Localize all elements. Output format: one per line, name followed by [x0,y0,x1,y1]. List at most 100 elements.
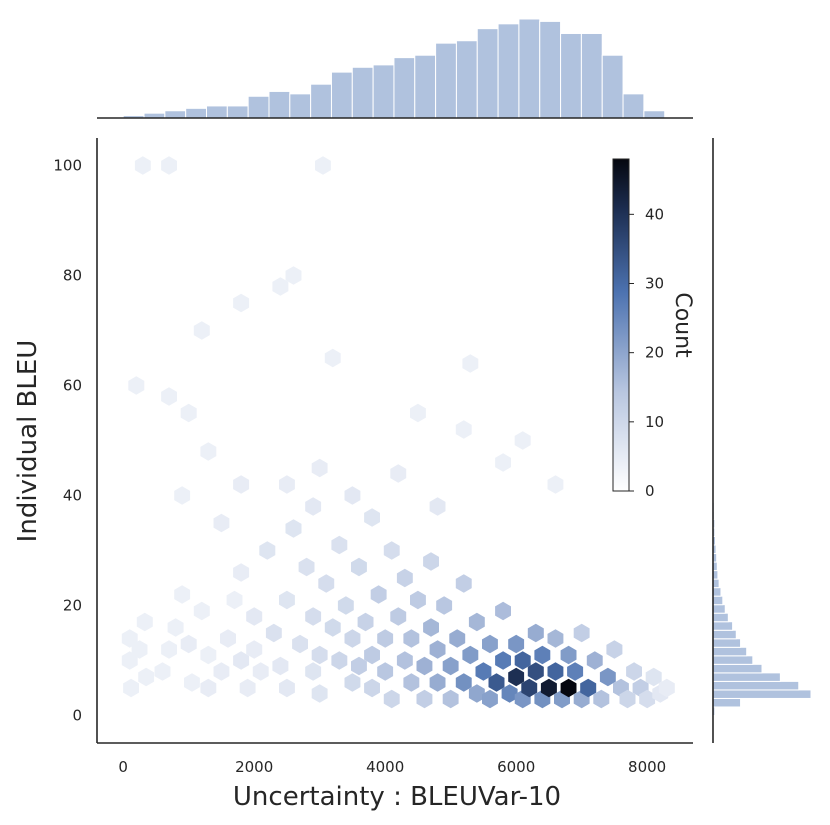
hexbin-cell [567,662,584,681]
hexbin-cell [593,689,610,709]
hexbin-cell [200,442,217,461]
hexbin-cell [351,656,367,676]
hexbin-cell [495,453,511,472]
y-axis-label: Individual BLEU [13,340,43,543]
colorbar-gradient [612,158,630,492]
hexbin-cell [501,684,518,703]
hexbin-cell [311,645,328,665]
hexbin-cell [174,585,191,604]
hexbin-cell [468,684,485,703]
hexbin-cell [259,541,276,560]
hexbin-cell [547,475,564,494]
y-tick-label: 40 [63,487,82,505]
x-hist-bar [330,71,353,119]
hexbin-cells [121,156,675,709]
hexbin-cell [645,667,662,687]
hexbin-cell [220,629,236,648]
x-hist-bar [435,42,457,119]
hexbin-cell [514,651,531,670]
hexbin-cell [403,673,420,692]
hexbin-cell [540,678,557,698]
hexbin-cell [351,557,367,577]
y-hist-bar [712,638,742,648]
hexbin-cell [213,513,230,533]
hexbin-cell [527,623,544,643]
x-hist-bar [643,110,666,119]
hexbin-cell [279,678,295,698]
hexbin-cell [560,678,577,698]
hexbin-cell [161,387,177,406]
x-hist-bar [393,57,416,119]
y-marginal-histogram [712,501,812,716]
hexbin-cell [619,689,636,709]
hexbin-cell [580,678,597,698]
axes [96,117,714,744]
hexbin-cell [239,678,256,698]
colorbar-tick-label: 0 [645,482,655,500]
hexbin-cell [455,574,472,593]
hexbin-cell [180,634,197,654]
y-hist-bar [712,629,737,640]
x-hist-bar [601,54,624,119]
x-hist-bar [518,18,541,119]
hexbin-cell [626,662,642,681]
hexbin-cell [521,678,538,698]
hexbin-cell [344,673,361,692]
hexbin-cell [279,475,295,494]
y-hist-bar [712,595,724,606]
hexbin-cell [337,596,354,615]
hexbin-cell [658,678,675,698]
hexbin-cell [527,662,544,681]
hexbin-cell [344,629,361,648]
x-hist-bar [268,90,291,119]
hexbin-cell [377,662,394,681]
hexbin-cell [128,376,145,395]
hexbin-cell [311,684,328,703]
hexbin-cell [285,519,302,538]
y-hist-bar [712,587,722,597]
hexbin-cell [121,629,138,648]
x-hist-bar [226,105,249,119]
hexbin-cell [547,629,564,648]
hexbin-cell [213,662,230,681]
y-tick-label: 60 [63,377,82,395]
colorbar-tick-label: 10 [645,413,664,431]
x-hist-bar [539,20,562,119]
y-tick-label: 100 [53,157,82,175]
hexbin-cell [131,640,148,659]
hexbin-cell [233,475,250,494]
x-hist-bar [351,66,374,119]
hexbin-cell [390,607,407,626]
y-hist-bar [712,646,748,657]
hexbin-cell [534,645,551,665]
hexbin-cell [200,645,217,665]
hexbin-cell [508,667,525,687]
hexbin-cell [482,634,498,654]
x-hist-bar [580,32,603,119]
hexbin-cell [390,464,407,483]
hexbin-cell [226,590,243,610]
y-hist-bar [712,655,754,665]
hexbin-cell [161,640,177,659]
hexbin-cell [468,612,485,632]
hexbin-cell [138,667,155,687]
colorbar-tick-label: 30 [645,275,664,293]
x-hist-bar [185,107,208,119]
hexbin-cell [436,596,453,615]
hexbin-cell [383,541,400,560]
hexbin-cell [233,293,250,313]
hexbin-cell [462,645,479,665]
y-tick-label: 80 [63,267,82,285]
hexbin-cell [305,497,322,516]
hexbin-cell [429,640,446,659]
hexbin-cell [403,629,420,648]
hexbin-cell [311,458,328,478]
hexbin-cell [442,656,459,676]
hexbin-cell [180,403,197,423]
y-hist-bar [712,672,781,682]
x-hist-bar [372,64,395,119]
y-hist-bar [712,689,812,699]
hexbin-cell [184,673,200,692]
x-tick-label: 2000 [235,758,273,776]
x-hist-bar [560,32,582,119]
